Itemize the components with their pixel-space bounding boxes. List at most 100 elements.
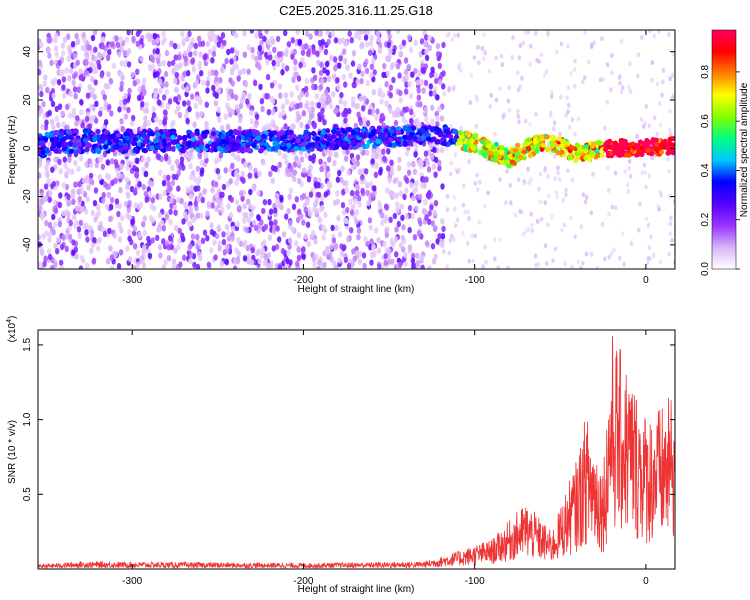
noise-cell xyxy=(153,93,158,101)
signal-cell xyxy=(247,131,253,137)
noise-cell xyxy=(585,194,589,200)
noise-cell xyxy=(206,200,212,208)
noise-cell xyxy=(98,110,103,117)
noise-cell xyxy=(53,207,59,215)
noise-cell xyxy=(217,245,222,252)
noise-cell xyxy=(140,100,145,108)
noise-cell xyxy=(409,182,414,189)
noise-cell xyxy=(50,100,56,108)
noise-cell xyxy=(100,36,106,43)
signal-cell xyxy=(555,150,561,156)
noise-cell xyxy=(132,187,138,194)
noise-cell xyxy=(645,260,650,266)
noise-cell xyxy=(627,166,631,171)
noise-cell xyxy=(105,159,111,166)
noise-cell xyxy=(230,80,235,87)
noise-cell xyxy=(487,68,492,74)
noise-cell xyxy=(517,119,521,125)
noise-cell xyxy=(217,174,222,181)
noise-cell xyxy=(83,58,88,66)
noise-cell xyxy=(434,77,439,84)
noise-cell xyxy=(159,155,164,163)
signal-cell xyxy=(499,159,505,165)
noise-cell xyxy=(152,205,157,212)
noise-cell xyxy=(346,262,352,269)
noise-cell xyxy=(304,30,310,37)
signal-cell xyxy=(209,147,215,153)
noise-cell xyxy=(442,91,447,97)
noise-cell xyxy=(295,260,300,267)
noise-cell xyxy=(325,165,330,173)
noise-cell xyxy=(437,233,442,240)
noise-cell xyxy=(265,73,271,81)
noise-cell xyxy=(87,123,93,130)
colorbar-tick-label: 0.2 xyxy=(700,212,711,226)
noise-cell xyxy=(362,61,368,68)
noise-cell xyxy=(58,192,63,199)
noise-cell xyxy=(344,186,349,194)
noise-cell xyxy=(607,211,611,217)
noise-cell xyxy=(64,171,69,178)
noise-cell xyxy=(351,248,356,255)
noise-cell xyxy=(73,159,78,167)
noise-cell xyxy=(292,169,298,176)
noise-cell xyxy=(45,171,50,179)
noise-cell xyxy=(543,200,548,206)
noise-cell xyxy=(180,232,185,239)
signal-cell xyxy=(335,130,341,136)
noise-cell xyxy=(47,52,52,59)
noise-cell xyxy=(427,34,432,42)
noise-cell xyxy=(80,188,85,196)
noise-cell xyxy=(350,60,356,67)
noise-cell xyxy=(213,100,219,107)
noise-cell xyxy=(249,30,255,34)
noise-cell xyxy=(220,207,225,214)
noise-cell xyxy=(559,94,563,100)
noise-cell xyxy=(564,192,568,198)
noise-cell xyxy=(318,158,323,165)
noise-cell xyxy=(667,251,671,257)
noise-cell xyxy=(230,162,235,169)
noise-cell xyxy=(447,85,452,91)
noise-cell xyxy=(94,100,99,108)
noise-cell xyxy=(38,261,42,269)
noise-cell xyxy=(162,174,167,181)
noise-cell xyxy=(188,162,193,170)
snr-series-line xyxy=(38,335,675,569)
signal-cell xyxy=(53,148,59,154)
noise-cell xyxy=(358,168,363,175)
noise-cell xyxy=(213,69,219,77)
signal-cell xyxy=(190,132,196,138)
noise-cell xyxy=(435,94,440,101)
colorbar-tick-label: 0.6 xyxy=(700,114,711,128)
signal-cell xyxy=(40,149,46,155)
noise-cell xyxy=(248,109,254,116)
noise-cell xyxy=(135,40,140,47)
noise-cell xyxy=(179,156,185,163)
noise-cell xyxy=(259,252,265,259)
noise-cell xyxy=(671,51,675,57)
noise-cell xyxy=(267,198,272,206)
signal-cell xyxy=(375,138,381,144)
signal-cell xyxy=(325,128,331,134)
noise-cell xyxy=(218,152,224,159)
noise-cell xyxy=(68,219,74,227)
noise-cell xyxy=(640,170,644,176)
noise-cell xyxy=(348,72,353,79)
noise-cell xyxy=(419,254,425,262)
noise-cell xyxy=(261,125,267,132)
noise-cell xyxy=(271,59,276,67)
noise-cell xyxy=(391,76,396,84)
noise-cell xyxy=(119,215,125,222)
noise-cell xyxy=(102,94,108,101)
noise-cell xyxy=(505,169,509,174)
noise-cell xyxy=(307,119,312,126)
noise-cell xyxy=(404,213,409,220)
noise-cell xyxy=(284,213,289,220)
noise-cell xyxy=(526,166,530,172)
noise-cell xyxy=(294,196,299,203)
noise-cell xyxy=(337,62,342,69)
noise-cell xyxy=(489,92,494,98)
noise-cell xyxy=(422,208,428,215)
noise-cell xyxy=(80,44,86,51)
